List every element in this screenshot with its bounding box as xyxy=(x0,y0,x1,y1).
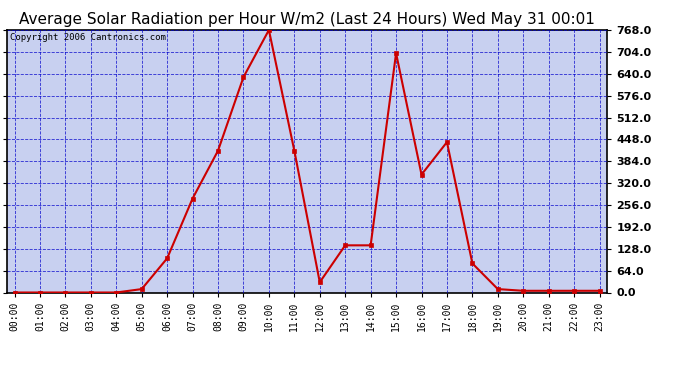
Title: Average Solar Radiation per Hour W/m2 (Last 24 Hours) Wed May 31 00:01: Average Solar Radiation per Hour W/m2 (L… xyxy=(19,12,595,27)
Text: Copyright 2006 Cantronics.com: Copyright 2006 Cantronics.com xyxy=(10,33,166,42)
